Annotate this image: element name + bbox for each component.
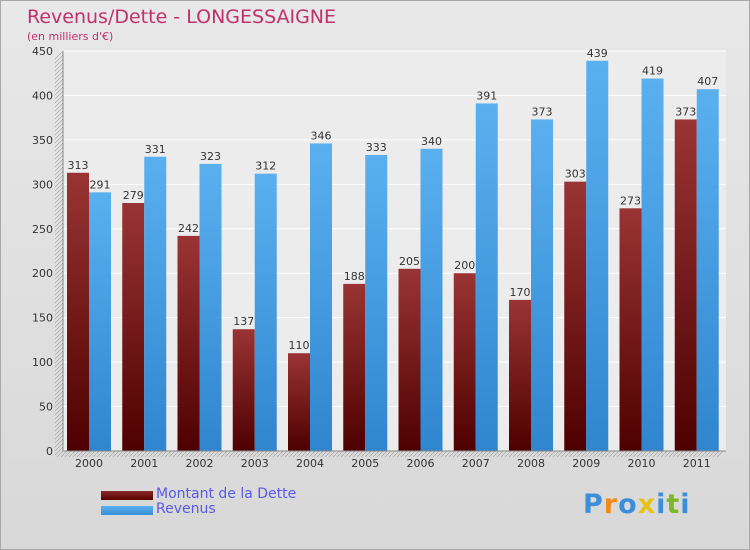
value-label-dette: 200 (454, 259, 475, 272)
y-tick-label: 350 (32, 134, 53, 147)
x-tick-label: 2009 (572, 457, 600, 470)
bar-revenus (144, 156, 167, 451)
axes: 0 50 100 150 200 250 300 350 400 450 2000 2001 2002 2… (32, 45, 726, 470)
value-label-revenus: 312 (255, 160, 276, 173)
value-label-revenus: 331 (145, 143, 166, 156)
bars (67, 60, 719, 452)
bar-dette (453, 273, 476, 451)
chart-subtitle: (en milliers d'€) (27, 30, 114, 43)
value-label-dette: 188 (344, 270, 365, 283)
value-label-dette: 242 (178, 222, 199, 235)
bar-revenus (586, 60, 609, 452)
bar-dette (343, 283, 366, 451)
bar-revenus (531, 119, 553, 451)
bar-dette (509, 299, 531, 451)
value-label-dette: 205 (399, 255, 420, 268)
legend-label-dette: Montant de la Dette (156, 486, 297, 502)
legend-label-revenus: Revenus (156, 501, 216, 517)
x-tick-label: 2002 (186, 457, 214, 470)
bar-revenus (310, 143, 332, 451)
bar-dette (288, 353, 310, 451)
bar-revenus (199, 163, 222, 451)
chart-title: Revenus/Dette - LONGESSAIGNE (27, 6, 337, 28)
value-label-revenus: 391 (476, 89, 497, 102)
value-label-dette: 373 (675, 105, 696, 118)
bar-dette (674, 119, 697, 451)
x-tick-label: 2001 (130, 457, 158, 470)
value-label-dette: 273 (620, 194, 641, 207)
logo-letter: P (583, 489, 604, 520)
value-label-dette: 313 (68, 159, 89, 172)
left-wall (55, 51, 63, 457)
bar-dette (619, 208, 642, 451)
x-tick-label: 2006 (407, 457, 435, 470)
x-tick-label: 2000 (75, 457, 103, 470)
logo-letter: t (666, 489, 681, 520)
bar-dette (398, 268, 421, 451)
value-label-dette: 110 (289, 339, 310, 352)
bar-revenus (696, 89, 719, 451)
bar-dette (67, 172, 89, 451)
logo-letter: i (680, 489, 691, 520)
x-tick-label: 2008 (517, 457, 545, 470)
bar-dette (232, 329, 255, 451)
x-tick-label: 2003 (241, 457, 269, 470)
y-tick-label: 250 (32, 223, 53, 236)
logo-letter: i (656, 489, 667, 520)
value-label-revenus: 407 (697, 75, 718, 88)
bar-dette (177, 235, 200, 451)
value-label-dette: 279 (123, 189, 144, 202)
value-label-revenus: 439 (587, 47, 608, 60)
y-tick-label: 0 (46, 445, 53, 458)
y-tick-label: 300 (32, 178, 53, 191)
logo-letter: o (618, 489, 638, 520)
x-tick-label: 2011 (683, 457, 711, 470)
value-label-dette: 170 (510, 286, 531, 299)
y-tick-label: 450 (32, 45, 53, 58)
value-label-revenus: 346 (311, 129, 332, 142)
proxiti-logo: Proxiti (583, 489, 691, 520)
bar-dette (122, 203, 145, 451)
bar-revenus (254, 173, 277, 451)
y-tick-label: 200 (32, 267, 53, 280)
plot-area (63, 51, 726, 451)
bar-revenus (641, 78, 664, 452)
logo-letter: x (637, 489, 657, 520)
bar-dette (564, 181, 587, 451)
value-label-revenus: 340 (421, 135, 442, 148)
value-label-revenus: 323 (200, 150, 221, 163)
value-label-revenus: 419 (642, 65, 663, 78)
y-tick-label: 50 (39, 401, 53, 414)
value-label-dette: 303 (565, 168, 586, 181)
logo-letter: r (603, 489, 619, 520)
y-tick-label: 400 (32, 89, 53, 102)
x-tick-label: 2010 (628, 457, 656, 470)
bar-revenus (89, 192, 111, 452)
bar-revenus (365, 155, 388, 451)
x-tick-label: 2007 (462, 457, 490, 470)
legend-swatch-revenus (101, 506, 153, 515)
value-label-dette: 137 (233, 315, 254, 328)
floor (55, 451, 726, 457)
legend-swatch-dette (101, 491, 153, 500)
value-label-revenus: 333 (366, 141, 387, 154)
x-tick-label: 2005 (351, 457, 379, 470)
bar-revenus (420, 148, 443, 451)
value-label-revenus: 291 (90, 178, 111, 191)
x-tick-label: 2004 (296, 457, 324, 470)
plot-background (55, 51, 726, 457)
value-label-revenus: 373 (532, 105, 553, 118)
y-tick-label: 150 (32, 312, 53, 325)
bar-revenus (475, 103, 498, 451)
y-tick-label: 100 (32, 356, 53, 369)
